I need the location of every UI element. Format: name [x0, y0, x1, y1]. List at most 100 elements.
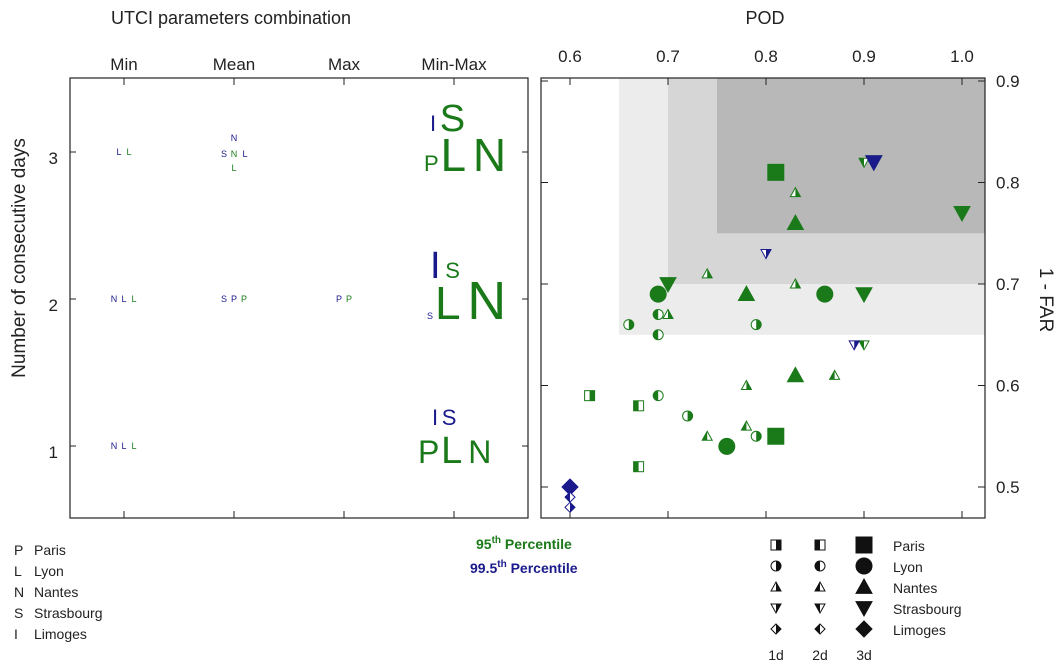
city-letter-mark: P — [241, 294, 247, 304]
legend-symbol-strasbourg-1d — [770, 603, 782, 615]
city-name: Limoges — [34, 626, 87, 642]
point-nantes-1d — [740, 379, 753, 390]
point-strasbourg-3d — [659, 277, 677, 294]
scatter-points — [561, 155, 971, 514]
city-letter-mark: P — [424, 151, 439, 176]
city-letter: S — [14, 605, 23, 621]
city-letter-mark: N — [111, 441, 118, 451]
point-strasbourg-2d — [858, 157, 870, 169]
point-lyon-1d — [750, 319, 762, 331]
city-letter-mark: N — [468, 434, 491, 470]
y-tick-0.7: 0.7 — [996, 275, 1020, 294]
city-letter-mark: N — [111, 294, 118, 304]
point-nantes-1d — [789, 186, 802, 198]
right-panel-tick-labels: 0.6 0.7 0.8 0.9 1.0 0.5 0.6 0.7 0.8 0.9 — [558, 47, 1019, 497]
letter-cell: NS N LL — [221, 133, 248, 173]
point-strasbourg-1d — [848, 340, 861, 351]
point-nantes-1d — [662, 308, 674, 319]
city-letter: N — [14, 584, 24, 600]
column-label-max: Max — [328, 55, 361, 74]
point-limoges-2d — [564, 491, 576, 503]
left-y-axis-label: Number of consecutive days — [9, 138, 30, 378]
point-lyon-1d — [623, 319, 635, 331]
city-letter-mark: S — [442, 405, 457, 430]
letter-cell: I SS L N — [427, 245, 506, 331]
p995-sup: th — [497, 559, 506, 570]
legend-symbol-strasbourg-2d — [814, 603, 826, 615]
right-panel: POD 0.6 0.7 0.8 0.9 1.0 0.5 0.6 0.7 0.8 … — [540, 8, 1056, 519]
point-strasbourg-2d — [858, 340, 870, 351]
city-letter-mark: P — [346, 294, 352, 304]
legend-symbol-lyon-2d — [814, 560, 826, 572]
point-nantes-3d — [786, 366, 805, 383]
left-panel-frame — [69, 77, 529, 519]
column-label-min-max: Min-Max — [421, 55, 487, 74]
right-panel-title: POD — [745, 8, 784, 28]
left-panel: UTCI parameters combination Min Mean Max… — [9, 8, 529, 519]
point-lyon-2d — [652, 329, 664, 341]
point-lyon-1d — [750, 430, 762, 442]
legend-symbol-limoges-3d — [855, 620, 873, 638]
marker-legend-duration-2d: 2d — [812, 647, 828, 663]
city-letter-mark: I — [430, 111, 436, 136]
column-label-mean: Mean — [213, 55, 256, 74]
city-legend-item-lyon: L Lyon — [14, 563, 64, 579]
left-panel-ticks — [70, 78, 528, 518]
y-tick-3: 3 — [49, 149, 58, 168]
city-letter-mark: N — [473, 129, 506, 181]
city-letter-mark: L — [121, 441, 126, 451]
legend-symbol-nantes-1d — [770, 580, 782, 592]
city-letter-mark: L — [131, 294, 136, 304]
point-nantes-2d — [828, 369, 841, 380]
city-letter-mark: S — [445, 258, 460, 283]
city-letter-mark: S — [221, 294, 227, 304]
p95-number: 95 — [476, 536, 492, 552]
point-lyon-3d — [816, 285, 834, 303]
x-tick-0.8: 0.8 — [754, 47, 778, 66]
legend-symbol-paris-3d — [855, 536, 873, 554]
legend-symbol-strasbourg-3d — [855, 601, 873, 618]
threshold-region — [717, 78, 985, 234]
point-paris-3d — [767, 427, 785, 445]
percentile-995-label: 99.5th Percentile — [470, 559, 578, 576]
city-letter-mark: L — [126, 147, 131, 157]
legend-symbol-limoges-2d — [814, 623, 826, 635]
city-name: Strasbourg — [34, 605, 102, 621]
p95-text: Percentile — [501, 536, 572, 552]
city-letter-mark: S — [221, 149, 227, 159]
point-paris-2d — [633, 461, 645, 473]
shaded-regions — [619, 78, 985, 335]
point-lyon-2d — [652, 390, 664, 402]
y-tick-2: 2 — [49, 296, 58, 315]
point-lyon-3d — [718, 437, 736, 455]
point-strasbourg-1d — [760, 249, 772, 260]
point-nantes-1d — [701, 267, 714, 279]
legend-symbol-nantes-2d — [814, 580, 826, 592]
legend-symbol-lyon-3d — [855, 557, 873, 575]
marker-legend-city-limoges: Limoges — [893, 622, 946, 638]
point-lyon-1d — [682, 410, 694, 422]
city-letter-mark: L — [231, 163, 236, 173]
city-letter-mark: L — [131, 441, 136, 451]
x-tick-1.0: 1.0 — [950, 47, 974, 66]
marker-legend-city-lyon: Lyon — [893, 559, 923, 575]
point-strasbourg-3d — [864, 155, 883, 172]
y-tick-1: 1 — [49, 443, 58, 462]
point-nantes-3d — [786, 214, 805, 230]
legend-symbol-paris-1d — [770, 539, 782, 551]
city-name: Paris — [34, 542, 66, 558]
letter-cell: I SP L N — [418, 405, 491, 472]
letter-cells: N L LN L LL LS P PNS N LLP PI SP L NI SS L NI SP L N — [111, 98, 507, 472]
y-tick-0.6: 0.6 — [996, 377, 1020, 396]
city-letter-mark: L — [121, 294, 126, 304]
city-letter-mark: L — [242, 149, 247, 159]
marker-legend-duration-1d: 1d — [768, 647, 784, 663]
city-legend: P Paris L Lyon N Nantes S Strasbourg I Limoge… — [14, 542, 102, 642]
city-letter-mark: L — [435, 277, 461, 329]
city-letter: I — [14, 626, 18, 642]
point-paris-1d — [584, 390, 596, 402]
